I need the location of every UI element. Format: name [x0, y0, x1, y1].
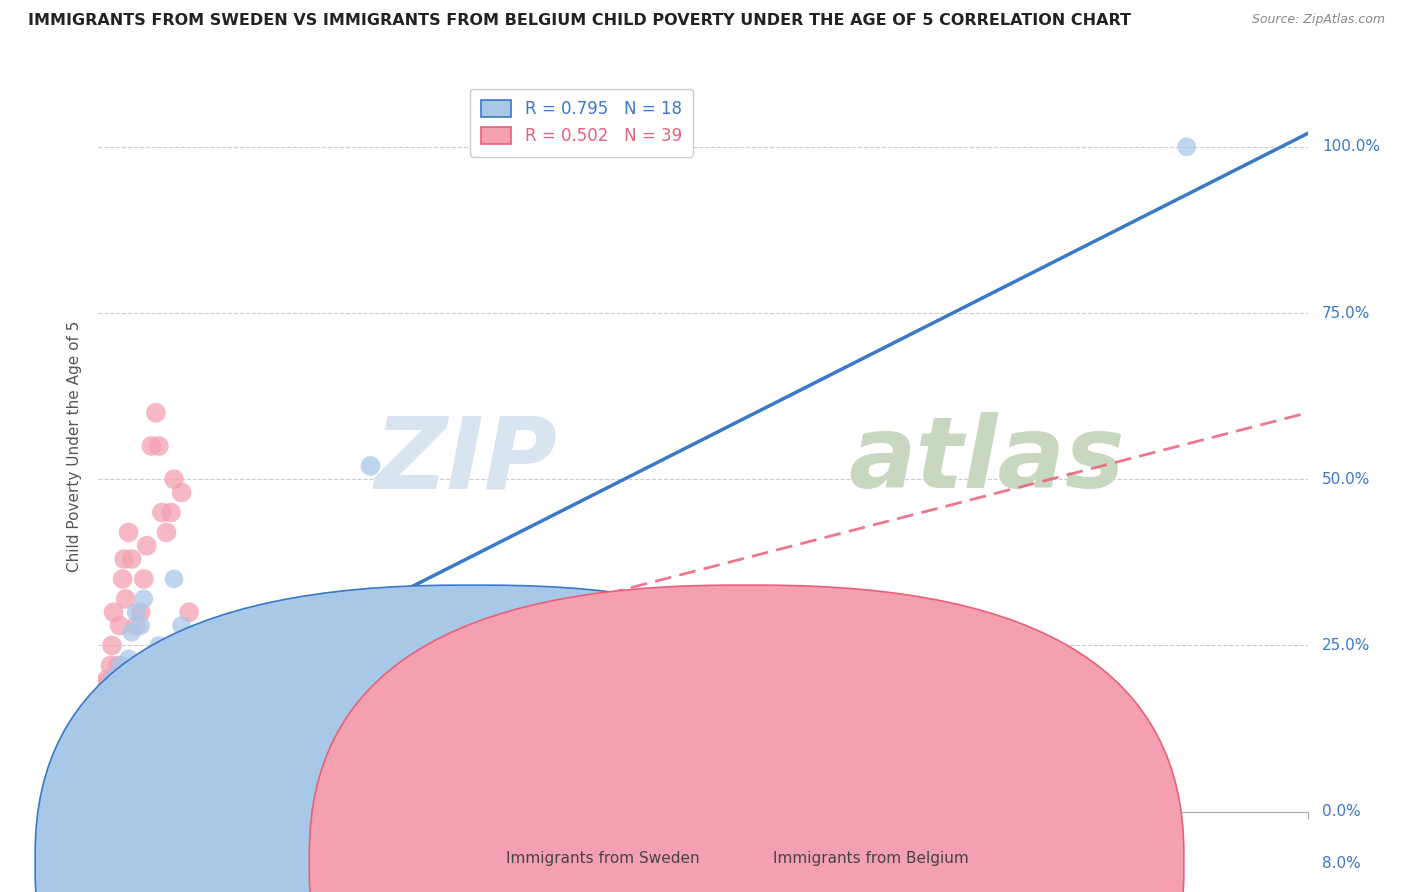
Point [96, 672, 118, 686]
Point [155, 525, 177, 540]
Point [114, 591, 136, 606]
Point [110, 672, 132, 686]
Point [170, 618, 193, 632]
Point [129, 618, 152, 632]
Point [163, 572, 186, 586]
Point [994, 718, 1017, 732]
Point [135, 539, 157, 553]
Text: 8.0%: 8.0% [1322, 855, 1361, 871]
Point [170, 485, 193, 500]
Point [112, 552, 135, 566]
Point [389, 751, 412, 765]
Point [540, 705, 562, 719]
Point [98, 705, 121, 719]
Point [132, 572, 155, 586]
Text: 50.0%: 50.0% [1322, 472, 1371, 487]
Point [1175, 140, 1198, 154]
Point [100, 658, 122, 673]
Point [148, 639, 170, 653]
Point [145, 406, 167, 420]
Point [329, 725, 352, 739]
Point [105, 725, 128, 739]
Point [132, 591, 155, 606]
Text: Source: ZipAtlas.com: Source: ZipAtlas.com [1251, 13, 1385, 27]
Text: 75.0%: 75.0% [1322, 306, 1371, 320]
Text: 25.0%: 25.0% [1322, 638, 1371, 653]
Point [616, 725, 638, 739]
Point [108, 618, 131, 632]
Point [269, 705, 291, 719]
Point [141, 751, 163, 765]
Text: Immigrants from Belgium: Immigrants from Belgium [773, 851, 969, 865]
Text: 0.0%: 0.0% [93, 855, 131, 871]
Point [768, 718, 790, 732]
Point [105, 685, 128, 699]
Point [150, 506, 173, 520]
Point [111, 572, 134, 586]
Point [465, 685, 488, 699]
Point [101, 639, 124, 653]
Point [121, 552, 143, 566]
Legend: R = 0.795   N = 18, R = 0.502   N = 39: R = 0.795 N = 18, R = 0.502 N = 39 [470, 88, 693, 157]
Point [104, 718, 127, 732]
Text: atlas: atlas [848, 412, 1125, 509]
Point [107, 658, 129, 673]
Point [103, 605, 125, 619]
Point [110, 658, 132, 673]
Text: Immigrants from Sweden: Immigrants from Sweden [506, 851, 700, 865]
Point [125, 605, 148, 619]
Point [148, 439, 170, 453]
Point [100, 691, 122, 706]
Point [125, 618, 148, 632]
Text: IMMIGRANTS FROM SWEDEN VS IMMIGRANTS FROM BELGIUM CHILD POVERTY UNDER THE AGE OF: IMMIGRANTS FROM SWEDEN VS IMMIGRANTS FRO… [28, 13, 1130, 29]
Point [160, 506, 183, 520]
Y-axis label: Child Poverty Under the Age of 5: Child Poverty Under the Age of 5 [67, 320, 83, 572]
Point [360, 458, 382, 473]
Point [118, 525, 141, 540]
Point [114, 685, 136, 699]
Point [94, 685, 117, 699]
Point [145, 658, 167, 673]
Point [179, 605, 201, 619]
Point [141, 439, 163, 453]
Point [103, 672, 125, 686]
Point [118, 652, 141, 666]
Point [121, 625, 143, 640]
Point [186, 672, 208, 686]
Point [163, 472, 186, 486]
Point [103, 691, 125, 706]
Text: 0.0%: 0.0% [1322, 805, 1361, 819]
Point [129, 605, 152, 619]
Text: ZIP: ZIP [375, 412, 558, 509]
Point [179, 639, 201, 653]
Text: 100.0%: 100.0% [1322, 139, 1381, 154]
